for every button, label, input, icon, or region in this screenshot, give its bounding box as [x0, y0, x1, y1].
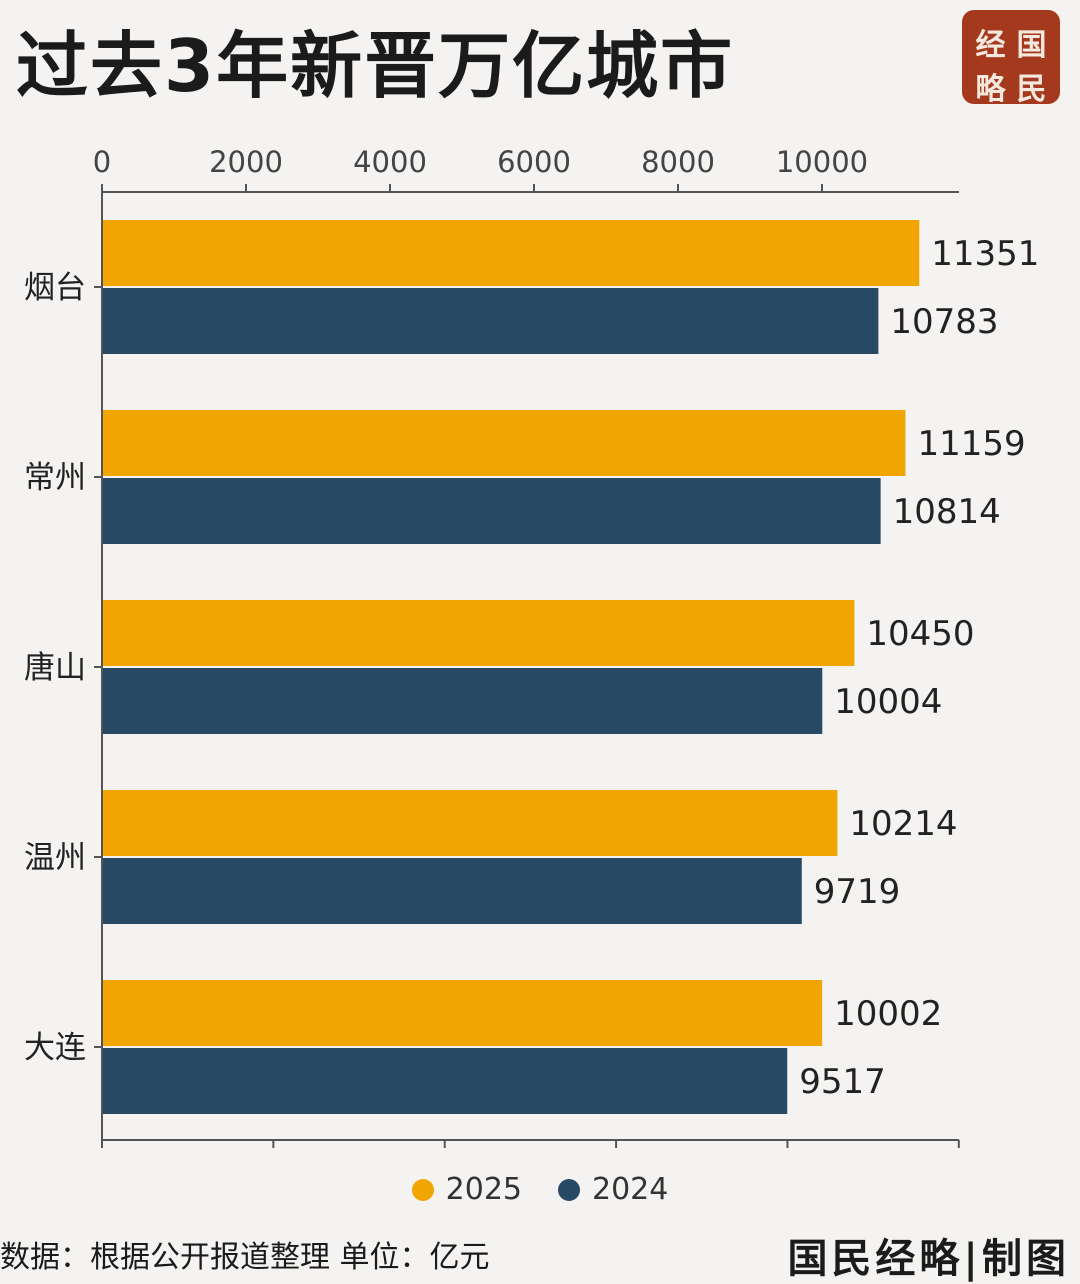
value-label-2024-烟台: 10783	[890, 302, 998, 342]
bar-2025-唐山	[102, 600, 855, 666]
value-label-2024-唐山: 10004	[834, 682, 942, 722]
value-label-2024-温州: 9719	[814, 872, 901, 912]
bar-2024-温州	[102, 858, 802, 924]
x-tick-label: 2000	[209, 145, 283, 179]
bar-2025-常州	[102, 410, 906, 476]
category-label: 唐山	[24, 650, 86, 686]
bar-2025-温州	[102, 790, 838, 856]
legend-label-2025: 2025	[445, 1172, 522, 1207]
brand-credit: 国民经略|制图	[787, 1235, 1070, 1282]
chart-title: 过去3年新晋万亿城市	[16, 24, 735, 108]
bar-2024-大连	[102, 1048, 788, 1114]
x-tick-label: 0	[93, 145, 111, 179]
bar-2024-烟台	[102, 288, 879, 354]
value-label-2024-常州: 10814	[893, 492, 1001, 532]
seal-char: 略	[975, 72, 1006, 107]
bar-2024-唐山	[102, 668, 823, 734]
seal-char: 民	[1016, 72, 1047, 107]
x-tick-label: 8000	[641, 145, 715, 179]
value-label-2024-大连: 9517	[799, 1062, 886, 1102]
legend-item-2024: 2024	[558, 1172, 668, 1207]
value-label-2025-烟台: 11351	[931, 234, 1039, 274]
legend-swatch-2025	[411, 1178, 434, 1201]
legend-item-2025: 2025	[411, 1172, 522, 1207]
value-label-2025-常州: 11159	[917, 424, 1025, 464]
brand-seal-logo: 经 国 略 民	[962, 10, 1060, 107]
bar-2025-烟台	[102, 220, 920, 286]
legend-swatch-2024	[558, 1178, 580, 1201]
source-note: 数据：根据公开报道整理 单位：亿元	[0, 1240, 490, 1275]
x-tick-label: 4000	[353, 145, 427, 179]
seal-char: 经	[975, 28, 1006, 63]
legend: 2025 2024	[0, 1172, 1080, 1207]
x-tick-label: 6000	[497, 145, 571, 179]
seal-char: 国	[1016, 28, 1047, 63]
value-label-2025-大连: 10002	[834, 994, 942, 1034]
bar-chart: 11351 10783 烟台 11159 10814 常州 10450 10004 唐山 1021…	[24, 145, 1039, 1148]
bar-2025-大连	[102, 980, 823, 1046]
bar-2024-常州	[102, 478, 881, 544]
value-label-2025-唐山: 10450	[866, 614, 974, 654]
value-label-2025-温州: 10214	[849, 804, 957, 844]
legend-label-2024: 2024	[592, 1172, 669, 1207]
category-label: 常州	[24, 460, 86, 496]
category-label: 温州	[24, 840, 86, 876]
category-label: 烟台	[24, 270, 86, 306]
x-tick-label: 10000	[776, 145, 868, 179]
category-label: 大连	[24, 1030, 86, 1066]
